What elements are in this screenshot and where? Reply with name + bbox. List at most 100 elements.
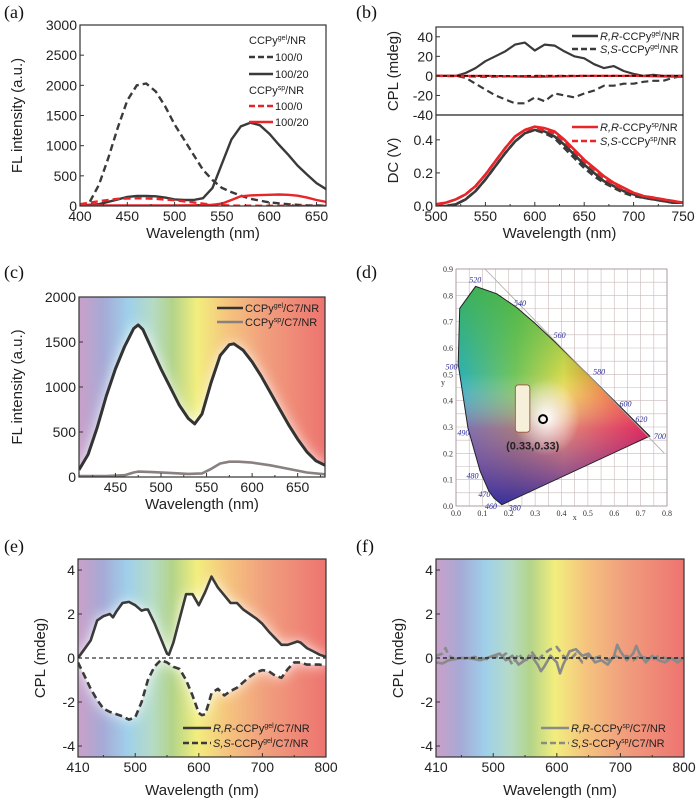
legend-text-part: CCPy	[245, 303, 274, 315]
chromaticity-point	[538, 414, 549, 425]
legend-a-gel-100-0-label: 100/0	[275, 52, 303, 64]
legend-text-part: -CCPy	[618, 136, 651, 148]
wavelength-label-560: 560	[554, 331, 566, 340]
y-tick-label: 2	[425, 606, 433, 622]
wavelength-label-580: 580	[593, 368, 605, 377]
x-tick-label: 0.4	[557, 509, 567, 518]
y-axis-label: CPL (mdeg)	[32, 618, 49, 698]
x-tick-label: 0.1	[477, 509, 487, 518]
x-tick-label: 0.5	[583, 509, 593, 518]
x-tick-label: 550	[195, 479, 219, 495]
legend-text-part: sp	[650, 136, 658, 143]
x-tick-label: 700	[609, 759, 633, 775]
y-tick-label: 0.1	[443, 476, 453, 485]
legend-text-part: /C7/NR	[283, 303, 319, 315]
panel-label-c: (c)	[4, 262, 24, 283]
legend-text-part: sp	[622, 723, 630, 730]
y-tick-label: -4	[63, 738, 76, 754]
x-tick-label: 0.6	[609, 509, 619, 518]
series-s-s	[78, 658, 326, 721]
x-tick-label: 600	[545, 759, 569, 775]
x-tick-label: 500	[163, 208, 187, 224]
y-tick-label: 500	[54, 168, 78, 184]
series-100-20	[80, 121, 326, 206]
legend-text-part: 100/0	[275, 52, 303, 64]
legend-text-part: R,R	[600, 122, 619, 134]
cpl-fill	[78, 576, 326, 720]
chart-f: 410 500 600 700 800 -4 -2 0 2 4 CPL (mdeg) Waveleng…	[390, 558, 696, 799]
panel-label-f: (f)	[356, 536, 374, 557]
sample-photo-inset	[514, 384, 531, 433]
y-tick-label: 0	[68, 469, 76, 485]
legend-f-1-label: S,S-CCPysp/C7/NR	[571, 738, 665, 750]
y-tick-label: 0	[67, 650, 75, 666]
x-tick-label: 450	[104, 479, 128, 495]
legend-text-part: sp	[651, 122, 659, 129]
wavelength-label-460: 460	[485, 502, 497, 511]
legend-text-part: /C7/NR	[274, 723, 310, 735]
y-tick-label: 0	[69, 198, 77, 214]
legend-a-sp-100-20-label: 100/20	[275, 117, 309, 129]
series-r-r	[78, 575, 326, 659]
legend-text-part: -CCPy	[618, 44, 651, 56]
legend-title-sp: CCPysp/NR	[249, 85, 304, 97]
x-tick-label: 600	[258, 208, 282, 224]
legend-text-part: 100/20	[275, 117, 309, 129]
legend-text-part: S,S	[600, 44, 618, 56]
wavelength-label-600: 600	[620, 399, 632, 408]
legend-text-part: S,S	[600, 136, 618, 148]
x-tick-label: 800	[314, 759, 338, 775]
wavelength-label-470: 470	[478, 490, 490, 499]
legend-b-top-1-label: S,S-CCPygel/NR	[600, 44, 678, 56]
x-tick-label: 500	[124, 759, 148, 775]
chart-e: 410 500 600 700 800 -4 -2 0 2 4 CPL (mdeg) Waveleng…	[32, 558, 338, 799]
under-curve-fill	[79, 324, 325, 477]
x-tick-label: 700	[622, 208, 646, 224]
panel-label-e: (e)	[4, 536, 24, 557]
legend-text-part: sp	[621, 738, 629, 745]
legend-text-part: gel	[274, 303, 284, 310]
y-tick-label: 0.0	[414, 198, 434, 214]
y-tick-label: 0	[425, 650, 433, 666]
series-s-s-gel	[436, 128, 683, 206]
legend-a-sp-100-0-label: 100/0	[275, 101, 303, 113]
legend-c-0-label: CCPygel/C7/NR	[245, 303, 319, 315]
legend-text-part: S,S	[571, 738, 589, 750]
y-tick-label: -2	[421, 694, 434, 710]
x-tick-label: 650	[573, 208, 597, 224]
y-tick-label: 2500	[46, 47, 77, 63]
y-tick-label: 0.2	[443, 449, 453, 458]
legend-f-0-label: R,R-CCPysp/C7/NR	[571, 723, 666, 735]
x-tick-label: 600	[523, 208, 547, 224]
y-axis-label: CPL (mdeg)	[385, 31, 402, 111]
panel-label-b: (b)	[356, 2, 377, 23]
x-tick-label: 750	[671, 208, 695, 224]
y-tick-label: 1500	[46, 108, 77, 124]
y-tick-label: 1000	[46, 138, 77, 154]
x-tick-label: 700	[251, 759, 275, 775]
y-tick-label: 40	[417, 29, 433, 45]
y-tick-label: -40	[413, 107, 433, 123]
series-ccpy	[79, 460, 325, 477]
legend-text-part: /NR	[659, 122, 678, 134]
legend-text-part: R,R	[571, 723, 590, 735]
x-tick-label: 550	[210, 208, 234, 224]
y-tick-label: 0.8	[443, 291, 453, 300]
y-tick-label: 4	[425, 562, 433, 578]
wavelength-label-500: 500	[445, 362, 457, 371]
legend-text-part: gel	[263, 738, 273, 745]
chromaticity-point-label: (0.33,0.33)	[506, 440, 560, 452]
x-tick-label: 650	[305, 208, 329, 224]
y-tick-label: 500	[53, 424, 77, 440]
y-axis-label: FL intensity (a.u.)	[9, 58, 26, 173]
legend-c-1-label: CCPysp/C7/NR	[245, 317, 317, 329]
y-tick-label: 2	[67, 606, 75, 622]
x-tick-label: 600	[187, 759, 211, 775]
y-tick-label: -2	[63, 694, 76, 710]
legend-text-part: -CCPy	[231, 738, 264, 750]
y-axis-label: y	[441, 378, 445, 387]
series-r-r	[436, 643, 684, 675]
y-tick-label: 2000	[45, 289, 76, 305]
legend-text-part: 100/0	[275, 101, 303, 113]
y-tick-label: 0.4	[443, 397, 453, 406]
